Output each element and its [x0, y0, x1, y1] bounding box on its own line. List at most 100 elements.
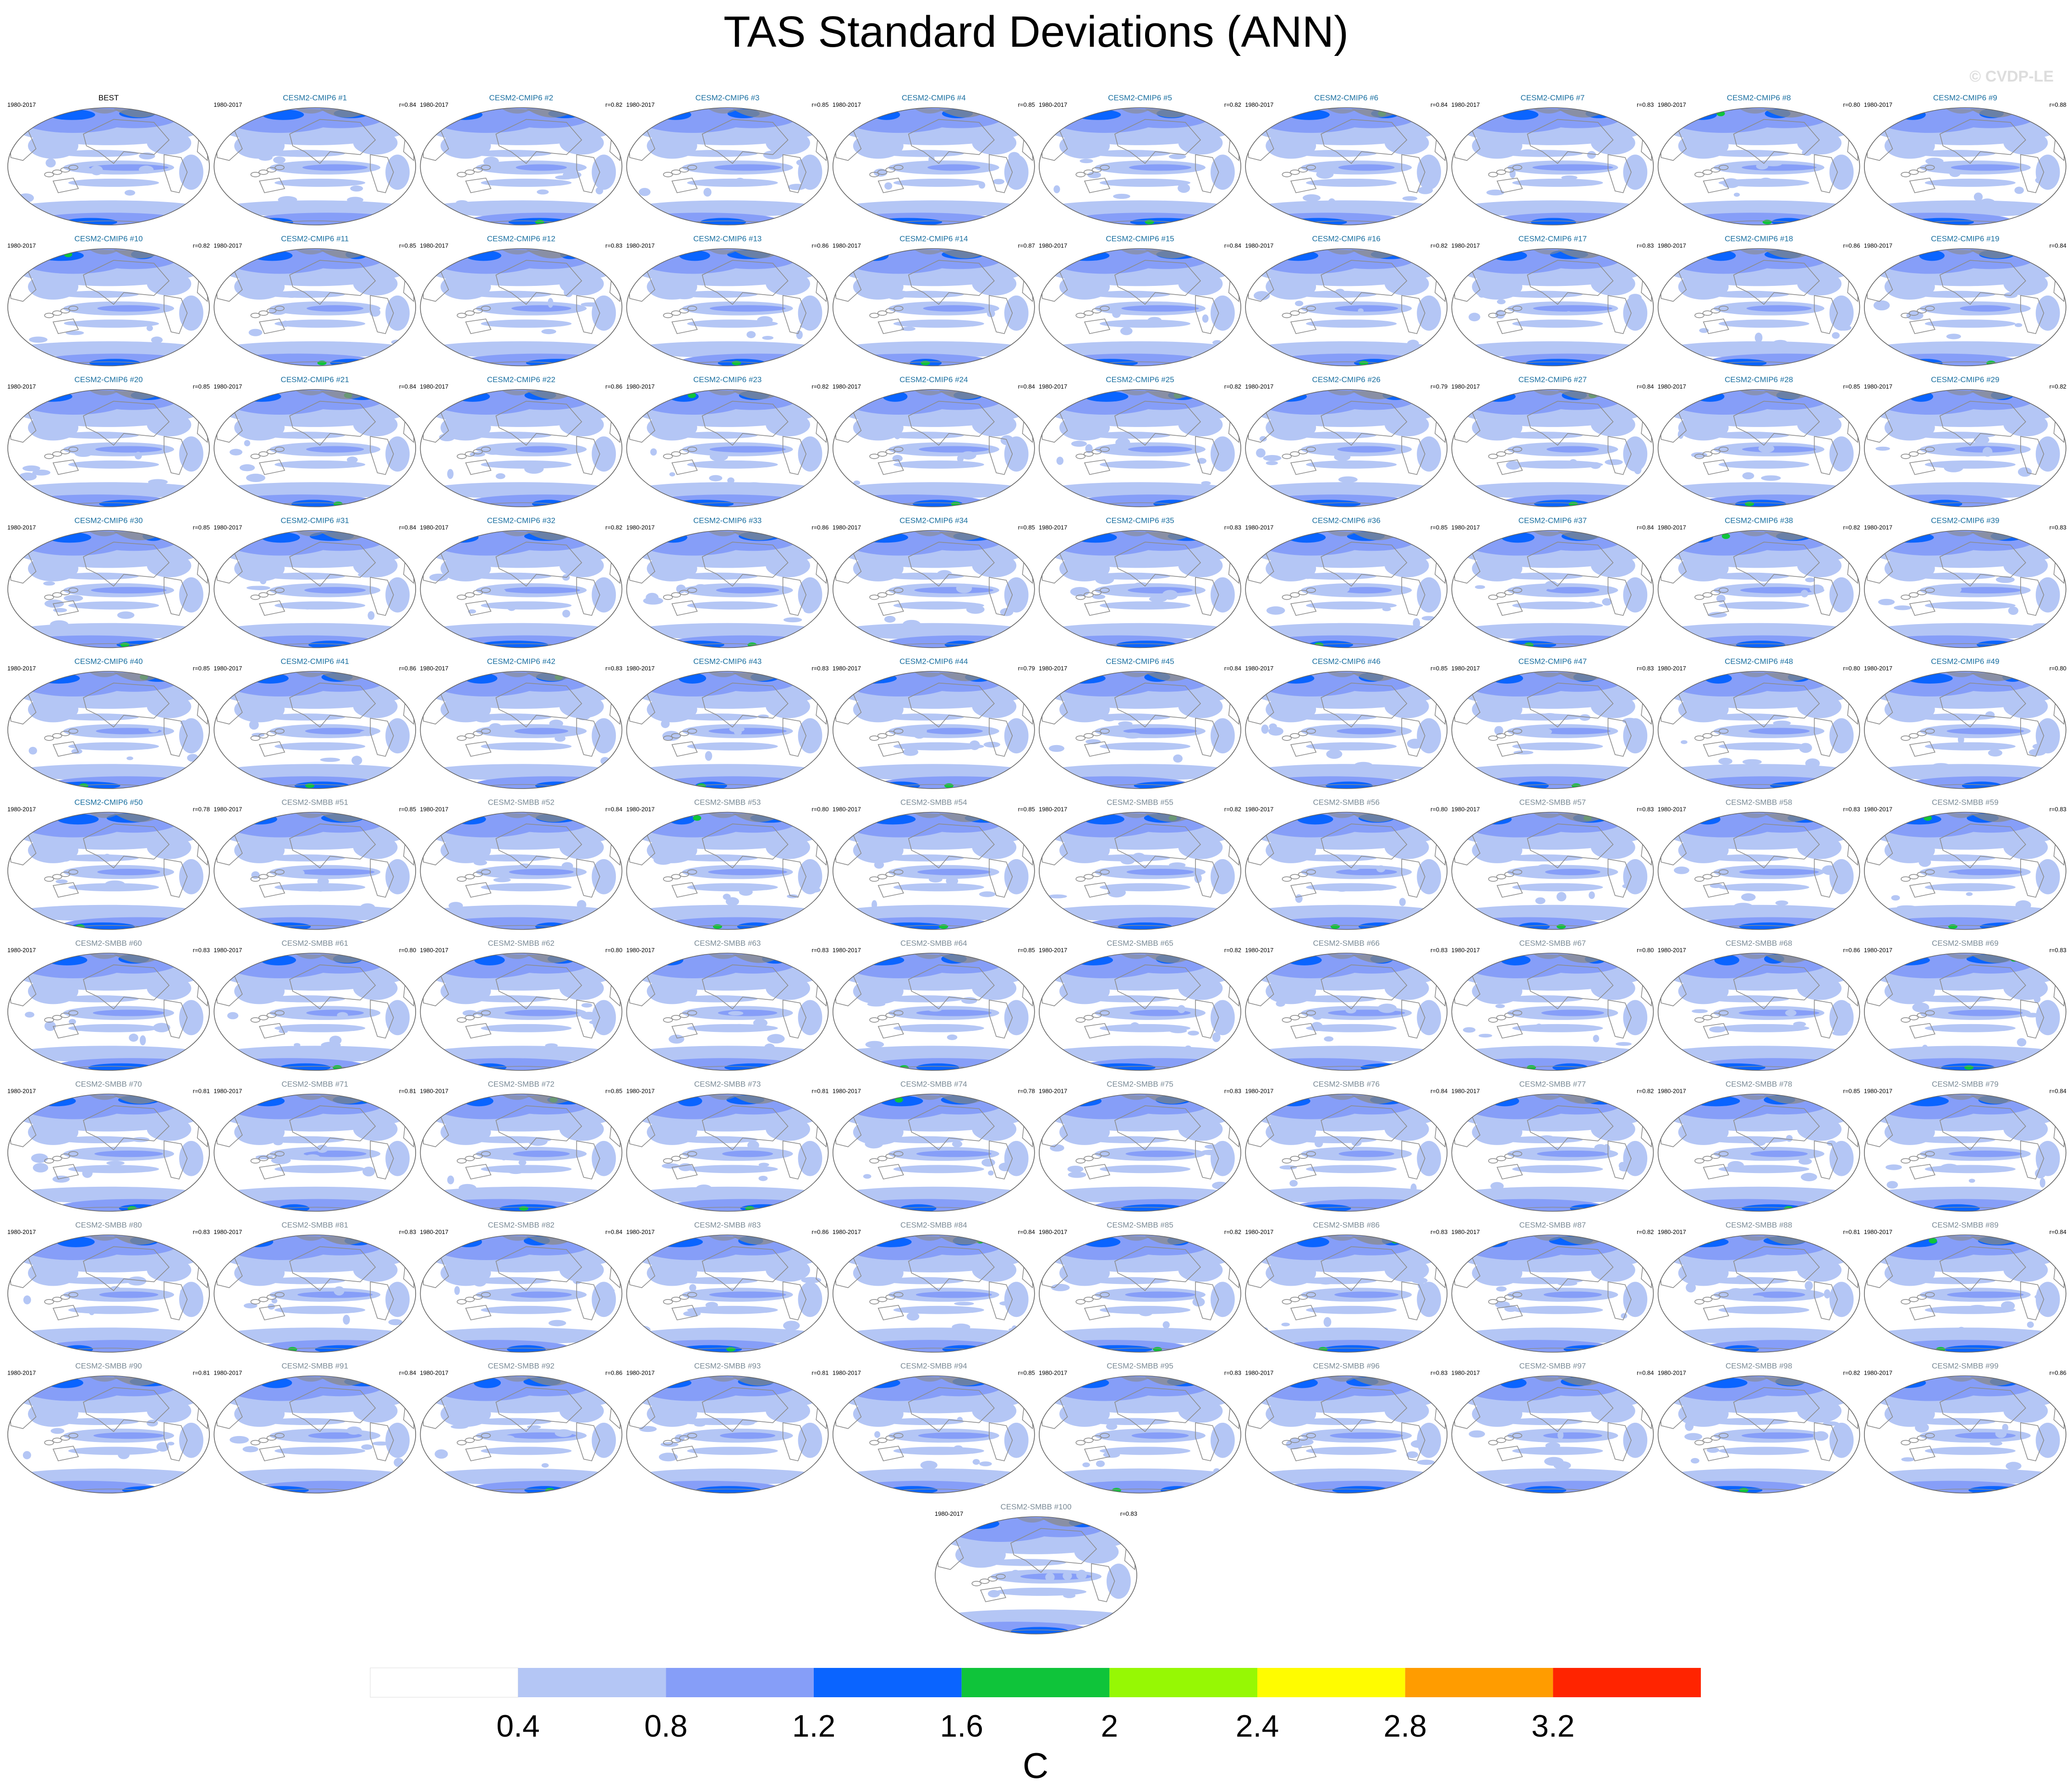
- map-field: [214, 1376, 416, 1493]
- panel-title: CESM2-CMIP6 #36: [1312, 516, 1381, 525]
- map-field: [1039, 671, 1241, 789]
- panel-correlation: r=0.84: [605, 1228, 622, 1235]
- panel-title: CESM2-CMIP6 #42: [487, 657, 555, 666]
- panel-period: 1980-2017: [1658, 1370, 1686, 1376]
- map-outline: [7, 671, 210, 789]
- map-panel: CESM2-CMIP6 #27 1980-2017 r=0.84: [1451, 375, 1654, 507]
- map-panel: CESM2-CMIP6 #19 1980-2017 r=0.84: [1864, 235, 2067, 367]
- map-panel: CESM2-CMIP6 #16 1980-2017 r=0.82: [1245, 235, 1447, 367]
- map-field: [1452, 248, 1654, 366]
- panel-period: 1980-2017: [420, 383, 448, 390]
- map-field: [833, 1376, 1035, 1493]
- map-field: [420, 1376, 622, 1493]
- panel-period: 1980-2017: [1658, 524, 1686, 531]
- panel-title: CESM2-CMIP6 #17: [1518, 235, 1587, 243]
- panel-title: CESM2-CMIP6 #3: [696, 93, 760, 102]
- map-outline: [1864, 248, 2067, 367]
- panel-correlation: r=0.81: [193, 1088, 210, 1095]
- panel-correlation: r=0.86: [399, 665, 416, 672]
- map-panel: CESM2-CMIP6 #44 1980-2017 r=0.79: [833, 657, 1035, 789]
- map-field: [420, 530, 622, 648]
- panel-correlation: r=0.85: [1018, 947, 1035, 954]
- panel-period: 1980-2017: [7, 806, 36, 813]
- map-field: [8, 248, 209, 366]
- map-field: [626, 812, 828, 930]
- panel-correlation: r=0.83: [2050, 947, 2067, 954]
- panel-period: 1980-2017: [420, 1088, 448, 1095]
- panel-title: CESM2-CMIP6 #1: [283, 93, 347, 102]
- panel-title: CESM2-SMBB #52: [488, 798, 555, 807]
- panel-correlation: r=0.86: [605, 1370, 622, 1376]
- map-panel: CESM2-CMIP6 #48 1980-2017 r=0.80: [1657, 657, 1860, 789]
- map-field: [1864, 1235, 2066, 1352]
- panel-title: CESM2-SMBB #97: [1519, 1362, 1586, 1371]
- map-outline: [420, 1093, 623, 1212]
- panel-period: 1980-2017: [1658, 1088, 1686, 1095]
- panel-correlation: r=0.82: [1224, 101, 1241, 108]
- map-field: [1864, 1094, 2066, 1212]
- panel-title: CESM2-SMBB #60: [75, 939, 142, 948]
- map-outline: [1864, 107, 2067, 225]
- map-panel: CESM2-SMBB #77 1980-2017 r=0.82: [1451, 1080, 1654, 1212]
- panel-correlation: r=0.83: [1637, 806, 1654, 813]
- map-panel: CESM2-SMBB #89 1980-2017 r=0.84: [1864, 1221, 2067, 1353]
- map-panel: CESM2-SMBB #92 1980-2017 r=0.86: [420, 1362, 622, 1494]
- panel-period: 1980-2017: [1658, 947, 1686, 954]
- map-panel: CESM2-CMIP6 #49 1980-2017 r=0.80: [1864, 657, 2067, 789]
- map-outline: [7, 389, 210, 507]
- map-field: [1452, 108, 1654, 225]
- panel-title: CESM2-CMIP6 #13: [693, 235, 762, 243]
- map-panel: CESM2-SMBB #99 1980-2017 r=0.86: [1864, 1362, 2067, 1494]
- map-panel: CESM2-CMIP6 #42 1980-2017 r=0.83: [420, 657, 622, 789]
- map-outline: [7, 811, 210, 930]
- map-panel: CESM2-CMIP6 #8 1980-2017 r=0.80: [1658, 93, 1860, 225]
- panel-correlation: r=0.83: [605, 242, 622, 249]
- panel-title: CESM2-CMIP6 #50: [74, 798, 143, 807]
- panel-period: 1980-2017: [1864, 665, 1892, 672]
- map-outline: [1451, 1375, 1654, 1494]
- map-field: [214, 812, 416, 930]
- panel-period: 1980-2017: [833, 806, 861, 813]
- panel-correlation: r=0.84: [1018, 383, 1035, 390]
- panel-title: CESM2-CMIP6 #49: [1931, 657, 1999, 666]
- panel-correlation: r=0.85: [1843, 383, 1860, 390]
- panel-correlation: r=0.86: [1843, 242, 1860, 249]
- map-outline: [1039, 811, 1241, 930]
- colorbar-tick-label: 1.6: [940, 1709, 983, 1744]
- panel-period: 1980-2017: [626, 101, 655, 108]
- panel-title: CESM2-CMIP6 #35: [1106, 516, 1174, 525]
- map-field: [214, 953, 416, 1070]
- panel-title: CESM2-CMIP6 #45: [1106, 657, 1174, 666]
- panel-period: 1980-2017: [1245, 1228, 1273, 1235]
- panel-period: 1980-2017: [1658, 242, 1686, 249]
- map-outline: [1864, 811, 2067, 930]
- map-panel: CESM2-SMBB #76 1980-2017 r=0.84: [1245, 1080, 1447, 1212]
- panel-period: 1980-2017: [214, 665, 242, 672]
- panel-period: 1980-2017: [1039, 1228, 1067, 1235]
- panel-correlation: r=0.84: [1018, 1228, 1035, 1235]
- panel-correlation: r=0.82: [605, 524, 622, 531]
- panel-correlation: r=0.83: [1843, 806, 1860, 813]
- panel-title: CESM2-SMBB #92: [488, 1362, 555, 1371]
- panel-period: 1980-2017: [420, 101, 448, 108]
- panel-title: CESM2-SMBB #75: [1107, 1080, 1173, 1089]
- map-field: [1039, 108, 1241, 225]
- map-outline: [833, 953, 1035, 1071]
- panel-period: 1980-2017: [7, 101, 36, 108]
- map-field: [420, 248, 622, 366]
- map-outline: [420, 389, 623, 507]
- panel-title: CESM2-CMIP6 #29: [1931, 375, 1999, 384]
- map-panel: CESM2-SMBB #100 1980-2017 r=0.83: [935, 1502, 1137, 1634]
- map-field: [1039, 1235, 1241, 1352]
- panel-correlation: r=0.84: [605, 806, 622, 813]
- panel-title: CESM2-CMIP6 #20: [74, 375, 143, 384]
- map-panel: CESM2-SMBB #71 1980-2017 r=0.81: [214, 1080, 416, 1212]
- map-outline: [1451, 953, 1654, 1071]
- panel-correlation: r=0.83: [2050, 524, 2067, 531]
- map-outline: [214, 248, 417, 367]
- map-outline: [1451, 248, 1654, 367]
- map-field: [1245, 812, 1447, 930]
- panel-period: 1980-2017: [1451, 1228, 1480, 1235]
- panel-title: CESM2-CMIP6 #34: [899, 516, 968, 525]
- map-outline: [1657, 671, 1860, 789]
